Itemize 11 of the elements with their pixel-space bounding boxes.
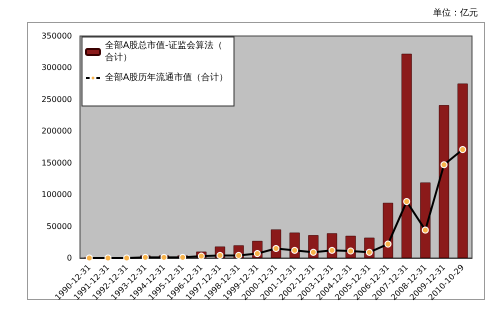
y-tick-label: 150000 [41, 158, 72, 168]
text: 单位：亿元 [433, 8, 478, 18]
y-tick-label: 350000 [41, 32, 72, 40]
y-tick-label: 0 [66, 254, 72, 262]
y-tick-label: 200000 [41, 126, 72, 136]
y-tick-label: 100000 [41, 190, 72, 200]
y-tick-label: 50000 [46, 222, 72, 231]
legend-label: 全部A股总市值-证监会算法（合计） [105, 40, 222, 63]
y-tick-label: 300000 [41, 63, 72, 72]
y-tick-label: 250000 [41, 94, 72, 104]
legend-label: 全部A股历年流通市值（合计） [105, 72, 228, 83]
